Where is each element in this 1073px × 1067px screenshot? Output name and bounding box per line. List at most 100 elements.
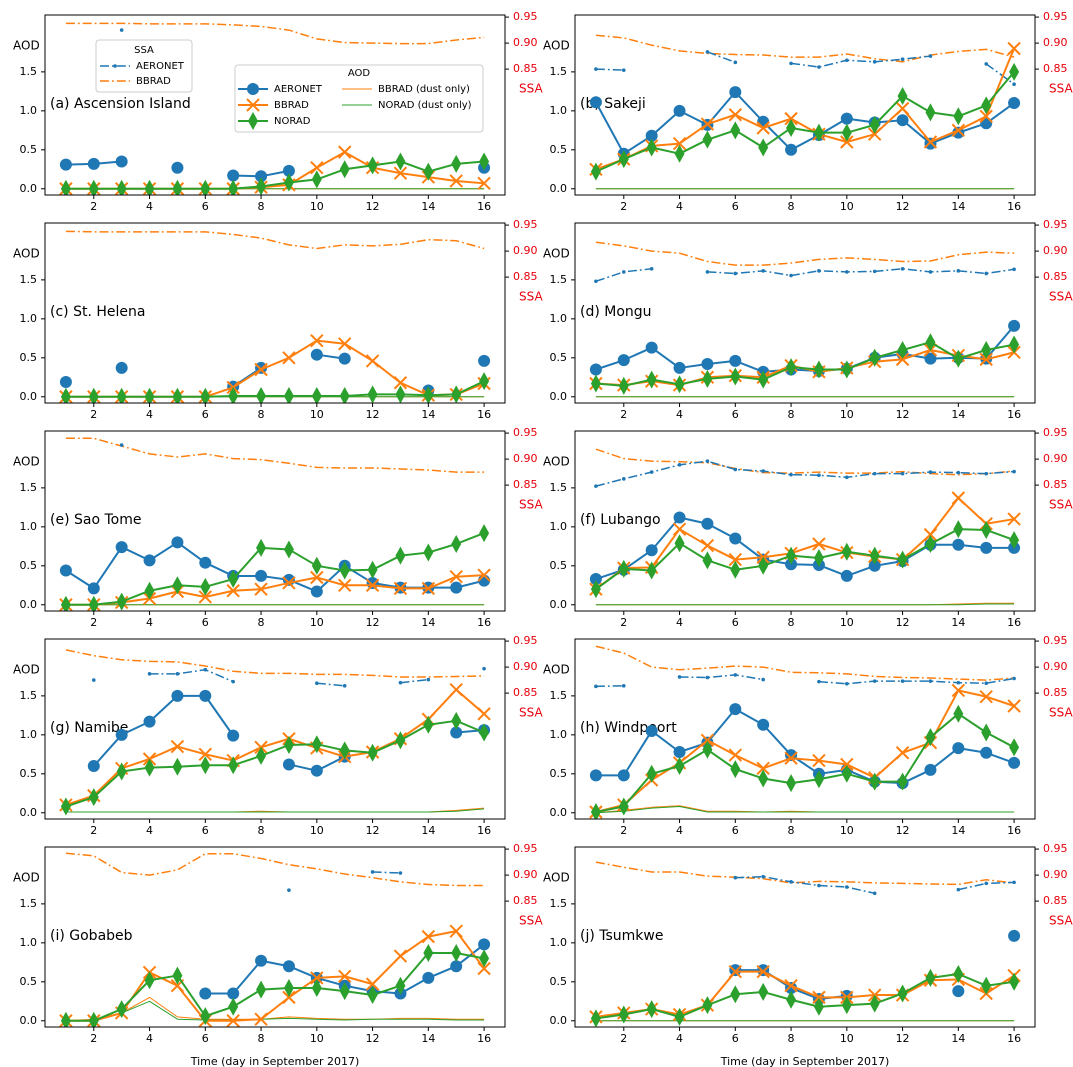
marker xyxy=(673,361,686,374)
marker xyxy=(477,961,491,976)
series-line xyxy=(65,649,485,678)
marker xyxy=(979,109,993,124)
marker xyxy=(761,269,765,273)
y2-axis-label: SSA xyxy=(519,706,543,720)
x-tick-label: 12 xyxy=(896,408,910,421)
x-tick-label: 16 xyxy=(477,616,491,629)
marker xyxy=(589,363,602,376)
marker xyxy=(450,726,463,739)
marker xyxy=(729,703,742,716)
marker xyxy=(953,704,964,723)
marker xyxy=(730,121,741,140)
marker xyxy=(228,179,239,195)
x-tick-label: 2 xyxy=(90,616,97,629)
x-tick-label: 8 xyxy=(788,1032,795,1045)
marker xyxy=(339,386,350,403)
panel: 2 4 6 8 10 12 14 16 0.0 0.5 1.0 1.5 0.85 0.90 0.95 AOD S… xyxy=(543,218,1073,421)
marker xyxy=(840,757,854,772)
marker xyxy=(175,672,180,676)
marker xyxy=(421,581,436,596)
marker xyxy=(925,728,936,747)
y-tick-label: 1.5 xyxy=(20,689,38,702)
series-line xyxy=(65,951,485,1022)
marker xyxy=(255,569,268,582)
series-line xyxy=(65,1000,485,1022)
marker xyxy=(786,990,797,1009)
marker xyxy=(956,680,961,685)
marker xyxy=(227,987,240,1000)
marker xyxy=(951,683,966,698)
marker xyxy=(589,96,602,109)
x-tick-label: 12 xyxy=(366,408,380,421)
series-line xyxy=(595,861,1015,886)
x-tick-label: 12 xyxy=(896,200,910,213)
y-tick-label: 0.5 xyxy=(550,975,568,988)
marker xyxy=(979,352,993,367)
marker xyxy=(395,731,406,750)
marker xyxy=(310,333,324,348)
marker xyxy=(228,386,239,403)
x-tick-label: 2 xyxy=(620,408,627,421)
marker xyxy=(449,924,463,938)
y-tick-label: 1.0 xyxy=(20,728,38,741)
marker xyxy=(589,573,602,586)
marker xyxy=(590,162,601,181)
x-tick-label: 12 xyxy=(366,1032,380,1045)
legend-title: AOD xyxy=(348,68,371,79)
legend-label: NORAD xyxy=(274,116,311,127)
marker xyxy=(227,169,240,182)
marker xyxy=(203,667,208,672)
marker xyxy=(702,369,713,388)
y2-axis-label: SSA xyxy=(519,82,543,96)
y2-axis-label: SSA xyxy=(1049,82,1073,96)
marker xyxy=(88,595,99,611)
x-tick-label: 6 xyxy=(202,408,209,421)
aod-legend: AOD AERONET BBRAD NORAD BBRAD (dust only) NOR… xyxy=(234,64,484,133)
y-tick-label: 1.0 xyxy=(550,936,568,949)
marker xyxy=(925,534,936,553)
marker xyxy=(674,144,685,163)
marker xyxy=(337,969,352,984)
marker xyxy=(728,108,743,122)
marker xyxy=(952,538,965,551)
marker xyxy=(451,534,462,553)
legend-marker xyxy=(246,98,260,112)
x-tick-label: 14 xyxy=(421,616,435,629)
series-line xyxy=(65,437,485,473)
x-tick-label: 14 xyxy=(951,824,965,837)
marker xyxy=(618,559,629,578)
marker xyxy=(756,121,770,135)
panel-title: (i) Gobabeb xyxy=(50,928,133,944)
marker xyxy=(395,976,406,995)
marker xyxy=(1012,82,1016,86)
x-tick-label: 14 xyxy=(421,200,435,213)
legend-title: SSA xyxy=(134,45,154,56)
marker xyxy=(421,929,436,944)
x-tick-label: 4 xyxy=(676,1032,683,1045)
y2-tick-label: 0.85 xyxy=(513,478,538,491)
y-tick-label: 1.5 xyxy=(550,897,568,910)
marker xyxy=(365,977,380,991)
panel: 2 4 6 8 10 12 14 16 0.0 0.5 1.0 1.5 0.85 0.90 0.95 AOD S… xyxy=(543,10,1073,213)
y-tick-label: 0.5 xyxy=(550,767,568,780)
marker xyxy=(758,982,769,1001)
marker xyxy=(984,271,989,276)
panel-title: (a) Ascension Island xyxy=(50,96,191,112)
marker xyxy=(366,576,379,589)
marker xyxy=(144,758,155,777)
marker xyxy=(172,387,183,403)
marker xyxy=(618,797,629,816)
marker xyxy=(199,987,212,1000)
marker xyxy=(872,679,877,683)
marker xyxy=(786,546,797,565)
marker xyxy=(144,179,155,195)
marker xyxy=(869,348,880,367)
marker xyxy=(116,762,127,781)
marker xyxy=(423,386,434,403)
marker xyxy=(673,511,686,524)
plot-area xyxy=(59,22,491,195)
marker xyxy=(1008,929,1021,942)
x-tick-label: 2 xyxy=(620,824,627,837)
marker xyxy=(393,166,408,180)
